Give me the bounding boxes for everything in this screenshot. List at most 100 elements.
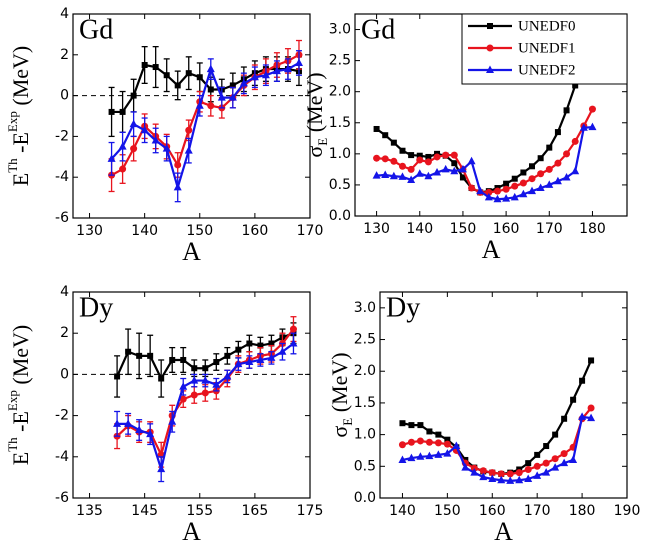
marker [468,184,476,192]
x-tick-label: 140 [406,221,433,237]
marker [185,126,193,134]
y-tick-label: -2 [55,408,69,424]
marker [588,105,596,113]
marker [289,339,298,347]
marker [136,352,143,359]
legend-label: UNEDF1 [518,40,576,56]
y-tick-label: 1.0 [354,427,376,443]
x-tick-label: 180 [579,221,606,237]
marker [479,472,488,481]
marker [545,180,554,188]
legend: UNEDF0 UNEDF1 UNEDF2 [461,13,628,85]
marker [488,469,496,477]
marker [528,175,536,183]
y-tick-label: 0.5 [354,458,376,474]
marker [519,189,528,198]
legend-label: UNEDF2 [518,62,576,78]
marker [506,470,514,478]
marker [441,164,450,173]
marker [373,154,381,162]
marker [108,108,115,115]
marker [572,82,579,89]
marker [578,412,587,420]
marker [451,160,458,167]
x-tick-label: 140 [389,503,416,519]
panel-label: Gd [79,14,113,45]
marker [424,158,432,166]
marker [443,449,452,457]
marker [157,464,166,473]
marker [190,376,199,384]
y-axis-label-part: (MeV) [8,325,33,390]
marker [169,356,176,363]
marker [560,458,569,467]
marker [416,156,424,164]
y-tick-label: -6 [55,210,69,226]
y-axis-label-part: σ [327,426,352,438]
marker [515,475,524,484]
marker [239,78,248,87]
marker [381,155,389,163]
marker [114,373,121,380]
marker [424,171,433,180]
marker [569,455,578,463]
marker [562,172,571,181]
y-tick-label: 0.0 [329,208,351,224]
marker [434,439,442,447]
marker [467,156,476,165]
marker [389,171,398,180]
y-tick-label: -2 [55,128,69,144]
marker [444,436,451,443]
marker [229,82,236,89]
marker [502,194,511,202]
marker [542,459,550,467]
x-tick-label: 150 [434,503,461,519]
series-line [402,415,592,482]
marker [113,419,122,427]
marker [407,165,415,173]
panel-label: Dy [386,292,420,323]
marker [283,64,292,73]
marker [174,82,181,89]
marker [588,122,597,131]
marker [213,359,220,366]
marker [417,422,424,429]
x-axis-label: A [182,517,201,546]
marker [433,153,441,161]
marker [217,93,226,101]
marker [147,352,154,359]
marker [560,450,568,458]
marker [398,441,406,449]
marker [546,144,553,151]
marker [587,404,595,412]
marker [497,475,506,484]
y-tick-label: 2 [60,47,69,63]
marker [294,58,303,66]
marker [551,455,559,463]
marker [207,102,215,110]
y-tick-label: -4 [55,169,69,185]
y-tick-label: 4 [60,284,69,300]
marker [201,376,210,384]
y-axis-label-part: E [340,418,355,426]
marker [502,185,510,193]
marker [398,162,406,170]
x-tick-label: 130 [76,223,103,239]
marker [443,440,451,448]
x-tick-label: 145 [131,503,158,519]
marker [163,72,170,79]
x-tick-label: 170 [536,221,563,237]
y-tick-label: 1.5 [329,115,351,131]
series-line [402,407,592,476]
y-axis-label-part: (MeV) [327,352,352,417]
marker [484,192,493,201]
y-axis-label-part: Th [5,158,20,173]
marker [184,146,193,154]
marker [223,371,232,380]
marker [195,101,204,109]
y-axis-label-part: -E [8,132,33,158]
marker [533,462,541,470]
marker [135,425,144,434]
x-tick-label: 150 [186,223,213,239]
y-tick-label: -4 [55,449,69,465]
